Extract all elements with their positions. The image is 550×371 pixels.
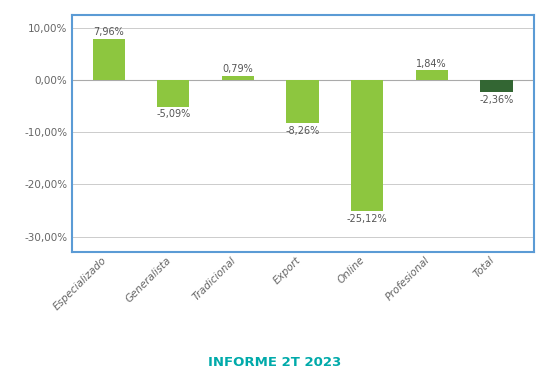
Text: 1,84%: 1,84% [416, 59, 447, 69]
Text: INFORME 2T 2023: INFORME 2T 2023 [208, 356, 342, 369]
Bar [351, 80, 383, 211]
Bar [480, 80, 513, 92]
Bar [157, 80, 189, 106]
Text: -5,09%: -5,09% [156, 109, 190, 119]
Text: -2,36%: -2,36% [479, 95, 514, 105]
Text: 7,96%: 7,96% [94, 27, 124, 37]
Text: -8,26%: -8,26% [285, 126, 320, 136]
Text: 0,79%: 0,79% [223, 65, 253, 74]
Bar [92, 39, 125, 80]
Bar [222, 76, 254, 80]
Text: -25,12%: -25,12% [347, 214, 387, 224]
Bar [287, 80, 318, 123]
Bar [416, 70, 448, 80]
